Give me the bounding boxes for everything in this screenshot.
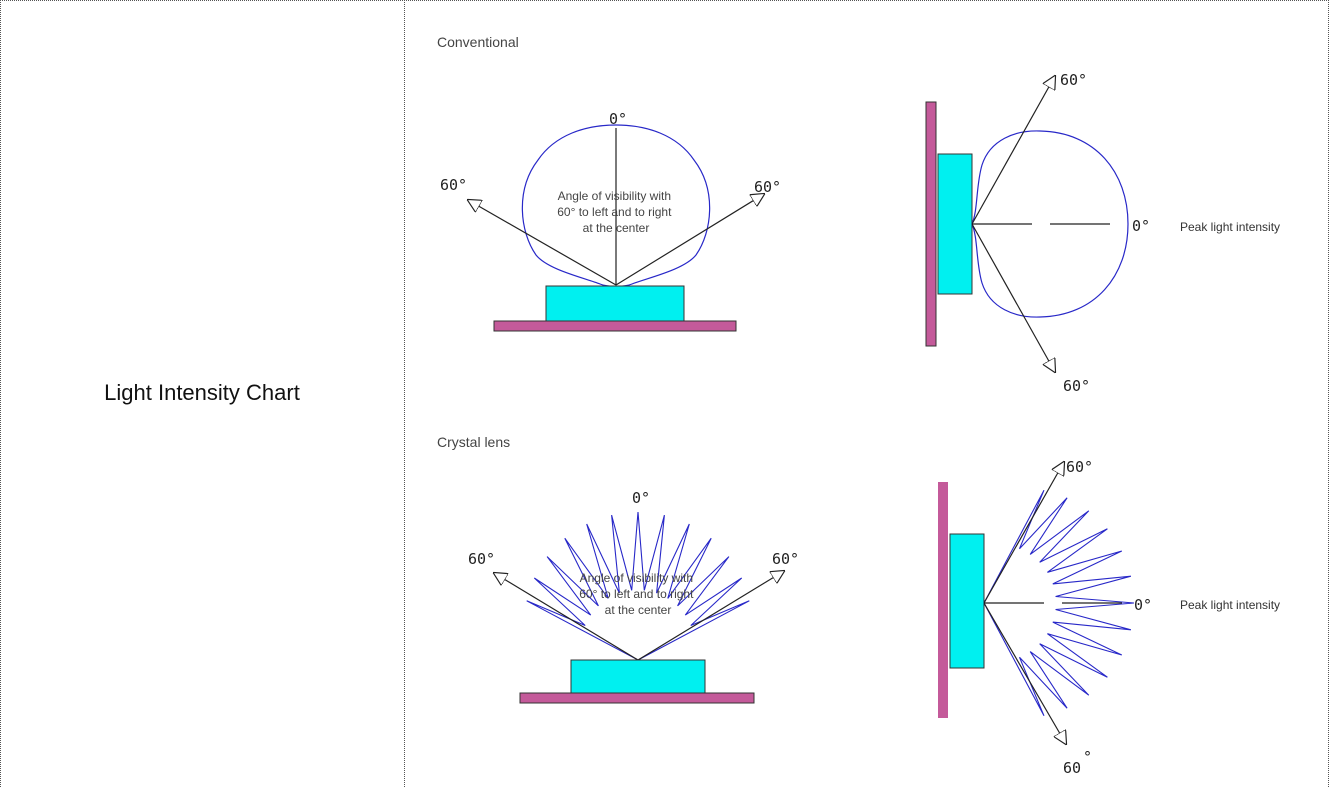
crystal-side-label-down-mark: ° — [1083, 748, 1092, 766]
crystal-side-intensity-curve — [983, 489, 1135, 717]
crystal-side-label-0: 0° — [1134, 596, 1152, 614]
crystal-side-arrow-down — [983, 602, 1066, 744]
row-label: Light Intensity Chart — [104, 380, 300, 405]
conventional-front-arrow-left — [468, 200, 617, 286]
conventional-side-board — [925, 101, 937, 347]
crystal-front-led — [570, 659, 706, 695]
conventional-front-intensity-curve — [521, 124, 711, 287]
caption-conventional: Conventional — [437, 34, 519, 50]
conventional-peak-label: Peak light intensity — [1180, 220, 1280, 234]
crystal-front-label-0: 0° — [632, 489, 650, 507]
conventional-side-label-down: 60° — [1063, 377, 1090, 395]
conventional-front-arrow-right — [615, 194, 764, 286]
conventional-front-view: 0° 60° 60° Angle of visibility with 60° … — [440, 110, 781, 332]
crystal-front-board — [519, 692, 755, 704]
crystal-front-label-right: 60° — [772, 550, 799, 568]
crystal-side-arrow-up — [983, 462, 1064, 604]
conventional-side-label-0: 0° — [1132, 217, 1150, 235]
conventional-side-intensity-curve — [971, 130, 1129, 318]
crystal-front-label-left: 60° — [468, 550, 495, 568]
crystal-peak-label: Peak light intensity — [1180, 598, 1280, 612]
conventional-side-arrow-up — [971, 76, 1055, 225]
column-divider — [404, 0, 405, 787]
caption-crystal-lens: Crystal lens — [437, 434, 510, 450]
crystal-side-view: 60° 0° 60 ° Peak light intensity — [938, 458, 1280, 777]
crystal-side-label-up: 60° — [1066, 458, 1093, 476]
crystal-side-board — [938, 482, 948, 718]
crystal-side-led — [949, 533, 985, 669]
crystal-front-arrow-left — [494, 573, 639, 661]
conventional-front-label-right: 60° — [754, 178, 781, 196]
crystal-front-arrow-right — [637, 571, 784, 661]
conventional-side-led — [937, 153, 973, 295]
conventional-side-view: 60° 0° 60° Peak light intensity — [925, 71, 1280, 395]
crystal-front-note: Angle of visibility with 60° to left and… — [579, 571, 697, 617]
conventional-front-board — [493, 320, 737, 332]
conventional-front-note: Angle of visibility with 60° to left and… — [557, 189, 675, 235]
conventional-front-label-0: 0° — [609, 110, 627, 128]
crystal-side-label-down: 60 — [1063, 759, 1081, 777]
conventional-front-label-left: 60° — [440, 176, 467, 194]
crystal-front-intensity-curve — [526, 511, 750, 661]
crystal-front-view: 0° 60° 60° Angle of visibility with 60° … — [468, 489, 799, 704]
conventional-front-led — [545, 285, 685, 323]
conventional-side-label-up: 60° — [1060, 71, 1087, 89]
conventional-side-arrow-down — [971, 223, 1055, 372]
